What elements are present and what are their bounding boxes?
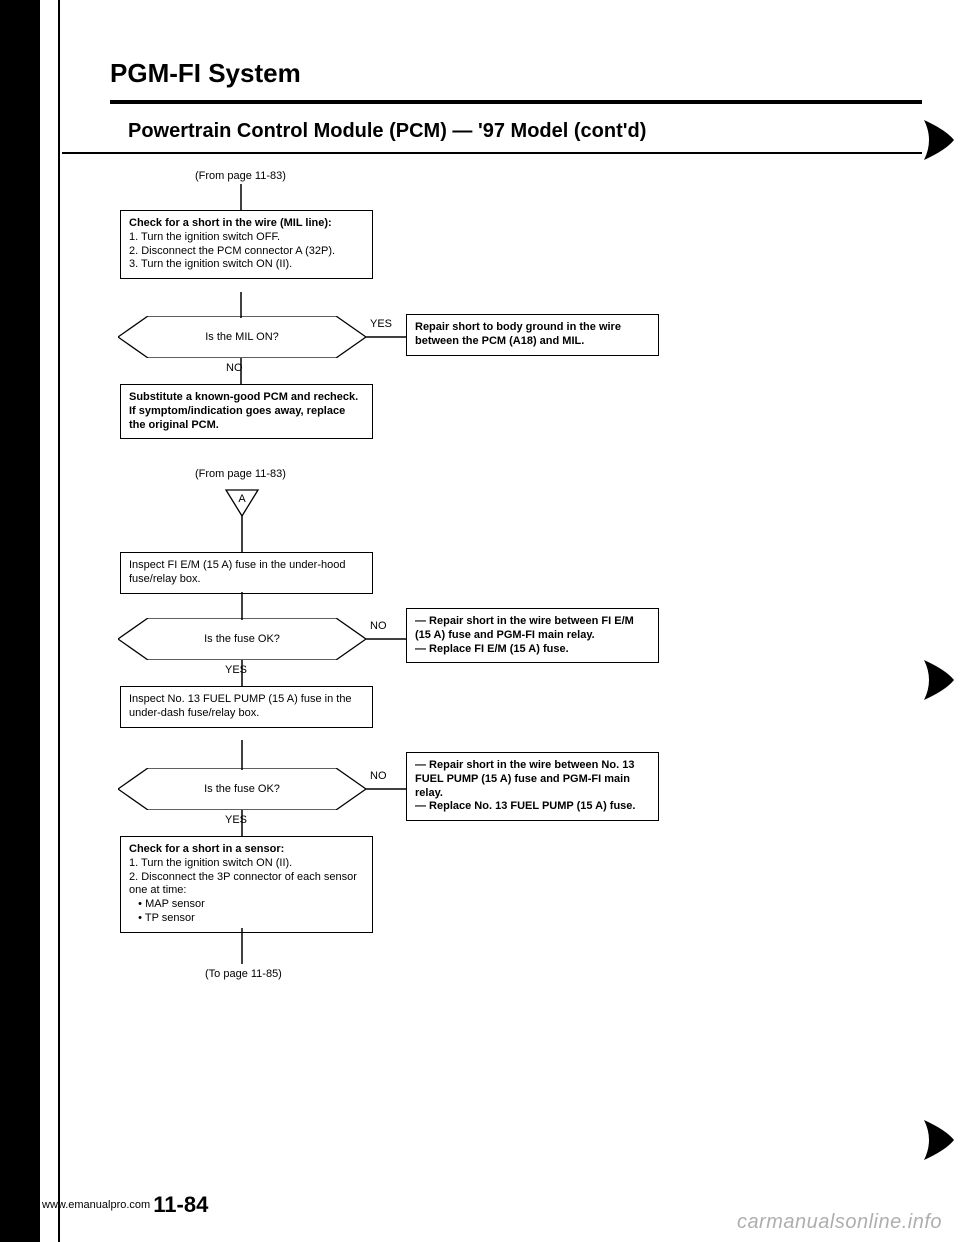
decision-mil-on-text: Is the MIL ON? <box>118 331 366 343</box>
decision-fuse-ok-2-text: Is the fuse OK? <box>118 783 366 795</box>
page-title: PGM-FI System <box>110 58 301 89</box>
box-repair-ground: Repair short to body ground in the wire … <box>406 314 659 356</box>
sensor-step-3: • MAP sensor <box>129 898 364 912</box>
box-check-short-wire: Check for a short in the wire (MIL line)… <box>120 210 373 279</box>
from-page-1: (From page 11-83) <box>195 170 286 182</box>
svg-text:A: A <box>238 493 246 505</box>
decision-fuse-ok-1: Is the fuse OK? <box>118 618 366 660</box>
box-repair-fuse-2: — Repair short in the wire between No. 1… <box>406 752 659 821</box>
box-check-short-sensor: Check for a short in a sensor: 1. Turn t… <box>120 836 373 933</box>
step-1: 1. Turn the ignition switch OFF. <box>129 231 364 245</box>
step-2: 2. Disconnect the PCM connector A (32P). <box>129 245 364 259</box>
rule-1 <box>110 100 922 104</box>
box-repair-fuse-2-l1: — Repair short in the wire between No. 1… <box>415 759 650 800</box>
label-yes-3: YES <box>225 814 247 826</box>
box-repair-fuse-1-l2: — Replace FI E/M (15 A) fuse. <box>415 643 650 657</box>
label-no-2: NO <box>370 620 387 632</box>
pointer-icon-2 <box>924 660 954 700</box>
box-check-short-sensor-heading: Check for a short in a sensor: <box>129 843 364 857</box>
from-page-2: (From page 11-83) <box>195 468 286 480</box>
pointer-icon-1 <box>924 120 954 160</box>
box-repair-fuse-1: — Repair short in the wire between FI E/… <box>406 608 659 663</box>
triangle-a-icon: A <box>224 488 260 520</box>
box-repair-fuse-2-l2: — Replace No. 13 FUEL PUMP (15 A) fuse. <box>415 800 650 814</box>
decision-fuse-ok-1-text: Is the fuse OK? <box>118 633 366 645</box>
left-border <box>0 0 40 1242</box>
sensor-step-2: 2. Disconnect the 3P connector of each s… <box>129 871 364 899</box>
footer-url: www.emanualpro.com <box>42 1199 150 1211</box>
box-inspect-fuse-1: Inspect FI E/M (15 A) fuse in the under-… <box>120 552 373 594</box>
page-number: 11-84 <box>153 1192 208 1217</box>
step-3: 3. Turn the ignition switch ON (II). <box>129 258 364 272</box>
sensor-step-1: 1. Turn the ignition switch ON (II). <box>129 857 364 871</box>
box-inspect-fuse-2: Inspect No. 13 FUEL PUMP (15 A) fuse in … <box>120 686 373 728</box>
inner-margin-line <box>58 0 60 1242</box>
box-check-short-wire-heading: Check for a short in the wire (MIL line)… <box>129 217 364 231</box>
decision-mil-on: Is the MIL ON? <box>118 316 366 358</box>
label-yes-1: YES <box>370 318 392 330</box>
pointer-icon-3 <box>924 1120 954 1160</box>
page-footer: www.emanualpro.com 11-84 <box>42 1192 208 1218</box>
page: PGM-FI System Powertrain Control Module … <box>0 0 960 1242</box>
box-repair-fuse-1-l1: — Repair short in the wire between FI E/… <box>415 615 650 643</box>
rule-2 <box>62 152 922 154</box>
to-page: (To page 11-85) <box>205 968 282 980</box>
watermark: carmanualsonline.info <box>737 1211 942 1234</box>
page-subtitle: Powertrain Control Module (PCM) — '97 Mo… <box>128 120 646 143</box>
decision-fuse-ok-2: Is the fuse OK? <box>118 768 366 810</box>
label-yes-2: YES <box>225 664 247 676</box>
box-substitute-pcm: Substitute a known-good PCM and recheck.… <box>120 384 373 439</box>
label-no-1: NO <box>226 362 243 374</box>
label-no-3: NO <box>370 770 387 782</box>
sensor-step-4: • TP sensor <box>129 912 364 926</box>
